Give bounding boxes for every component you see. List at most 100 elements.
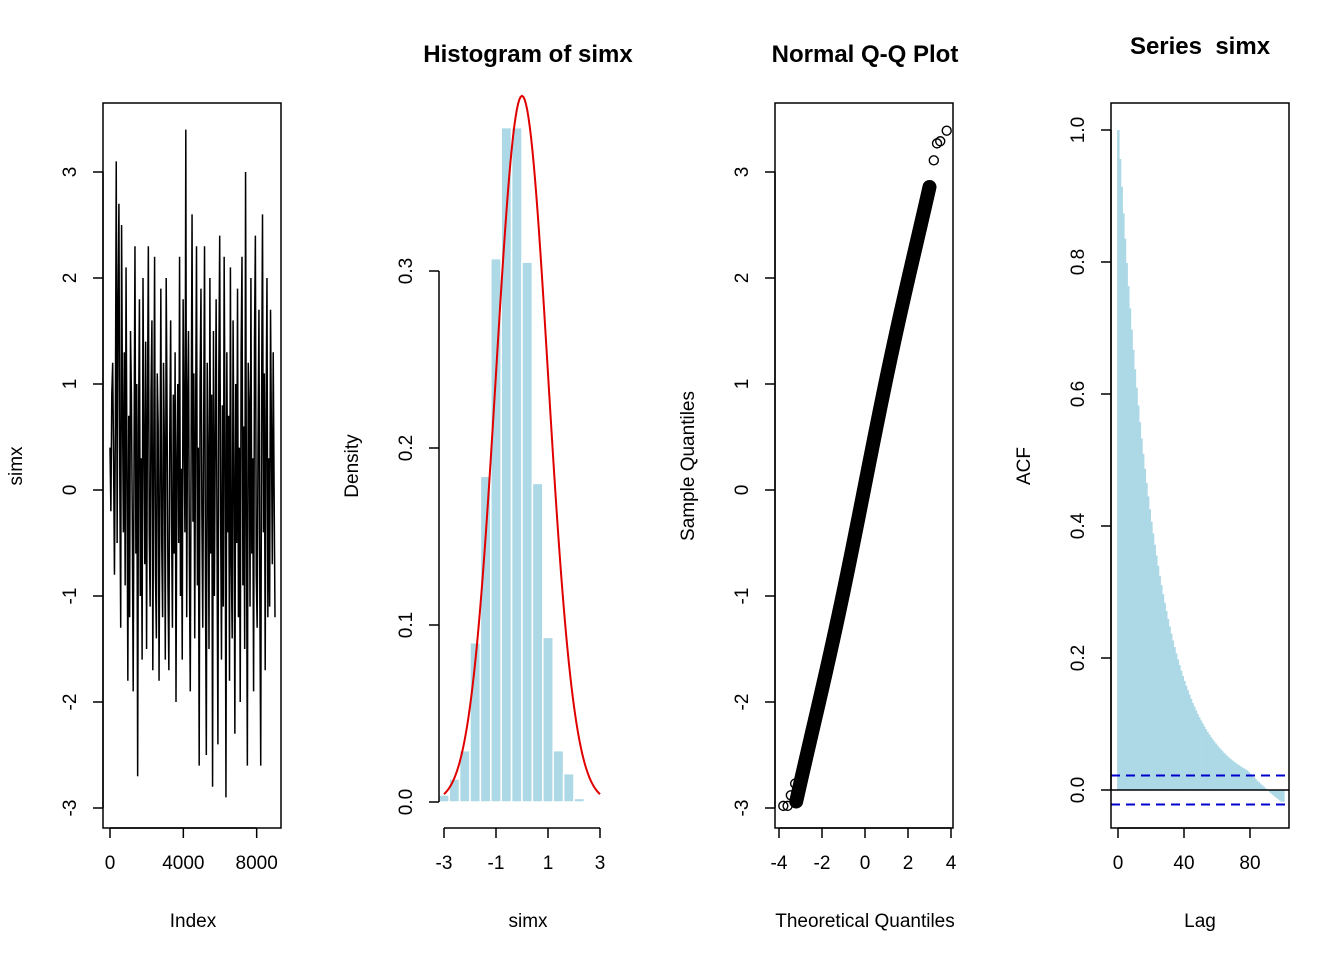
ts-y-tick-label: 0	[60, 485, 81, 496]
acf-bar	[1196, 713, 1199, 790]
acf-bar	[1169, 633, 1173, 790]
acf-xlabel: Lag	[1184, 911, 1216, 932]
acf-x-axis: 0 40 80	[1113, 827, 1261, 874]
acf-bar	[1189, 698, 1193, 790]
qq-x-tick-label: 4	[946, 853, 957, 874]
acf-bar	[1148, 509, 1151, 790]
qq-y-tick-label: -1	[732, 588, 753, 605]
acf-bar	[1130, 329, 1133, 790]
acf-bar	[1141, 453, 1145, 790]
acf-bar	[1240, 767, 1244, 790]
acf-bar	[1268, 790, 1272, 793]
qq-point	[931, 138, 943, 149]
acf-bar	[1272, 790, 1275, 796]
qq-point	[935, 136, 946, 147]
hist-x-axis: -3 -1 1 3	[436, 827, 605, 874]
ts-y-tick-label: -1	[60, 588, 81, 605]
acf-bar	[1118, 159, 1122, 791]
acf-title: Series simx	[1130, 33, 1271, 60]
acf-y-tick-label: 0.0	[1068, 777, 1089, 803]
qq-x-axis: -4 -2 0 2 4	[771, 827, 957, 874]
acf-y-tick-label: 0.8	[1068, 249, 1089, 275]
acf-x-tick-label: 40	[1173, 853, 1194, 874]
hist-title: Histogram of simx	[423, 41, 633, 68]
acf-y-tick-label: 0.2	[1068, 645, 1089, 671]
acf-bar	[1280, 790, 1283, 802]
acf-bar	[1160, 585, 1163, 790]
hist-bar	[510, 126, 523, 803]
qq-point	[925, 184, 936, 196]
acf-bar	[1201, 723, 1204, 790]
acf-bar	[1252, 777, 1255, 790]
acf-bar	[1209, 736, 1213, 790]
acf-bar	[1219, 749, 1222, 790]
ts-xlabel: Index	[170, 911, 217, 932]
acf-bar	[1184, 685, 1188, 790]
qq-y-tick-label: -2	[732, 694, 753, 711]
acf-bar	[1127, 286, 1130, 790]
hist-bar	[500, 126, 513, 803]
hist-bar	[542, 636, 554, 803]
acf-x-tick-label: 0	[1113, 853, 1124, 874]
acf-bar	[1135, 387, 1138, 790]
acf-bar	[1156, 565, 1160, 790]
ts-y-axis: -3 -2 -1 0 1 2 3	[60, 167, 104, 816]
hist-x-tick-label: -3	[436, 853, 453, 874]
acf-bar	[1224, 754, 1227, 790]
acf-bar	[1244, 769, 1247, 790]
panel-qq: Normal Q-Q Plot -4 -2 0 2 4 -3 -2 -1 0 1 2 3 Theor…	[678, 41, 958, 932]
acf-y-axis: 0.0 0.2 0.4 0.6 0.8 1.0	[1068, 117, 1112, 803]
qq-y-tick-label: 1	[732, 379, 753, 390]
acf-bar	[1140, 438, 1143, 790]
acf-bar	[1262, 786, 1265, 790]
acf-bar	[1211, 739, 1214, 790]
hist-y-tick-label: 0.3	[396, 258, 417, 284]
qq-x-tick-label: 0	[860, 853, 871, 874]
acf-bar	[1242, 768, 1246, 790]
acf-bar	[1163, 602, 1166, 790]
ts-ylabel: simx	[6, 446, 27, 486]
qq-x-tick-label: -2	[814, 853, 831, 874]
ts-x-axis: 0 4000 8000	[105, 827, 278, 874]
acf-bar	[1150, 521, 1153, 790]
hist-x-tick-label: -1	[488, 853, 505, 874]
acf-bar	[1234, 762, 1237, 790]
panel-time-series: 0 4000 8000 -3 -2 -1 0 1 2 3 Index simx	[6, 102, 282, 932]
qq-point	[782, 800, 793, 812]
ts-y-tick-label: 2	[60, 273, 81, 284]
acf-ylabel: ACF	[1014, 447, 1035, 485]
qq-y-axis: -3 -2 -1 0 1 2 3	[732, 167, 776, 816]
acf-bar	[1158, 575, 1161, 790]
acf-bar	[1194, 710, 1198, 790]
acf-bar	[1250, 775, 1254, 790]
acf-bar	[1204, 729, 1208, 790]
acf-bar	[1235, 764, 1239, 790]
acf-bar	[1237, 765, 1241, 790]
hist-bar	[490, 257, 502, 803]
hist-bar	[573, 797, 586, 803]
qq-points	[778, 125, 952, 812]
acf-y-tick-label: 0.4	[1068, 512, 1089, 539]
acf-bar	[1155, 555, 1158, 790]
acf-bars	[1117, 130, 1285, 802]
acf-bar	[1128, 308, 1132, 790]
acf-bar	[1255, 780, 1259, 790]
acf-bar	[1221, 751, 1224, 790]
acf-bar	[1143, 468, 1147, 790]
qq-x-tick-label: -4	[771, 853, 788, 874]
acf-bar	[1277, 790, 1280, 800]
acf-bar	[1270, 790, 1274, 794]
acf-bar	[1174, 653, 1178, 790]
acf-bar	[1245, 770, 1249, 790]
acf-bar	[1166, 618, 1170, 790]
hist-bar	[583, 801, 596, 804]
hist-bar	[552, 749, 565, 803]
acf-bar	[1206, 731, 1209, 790]
qq-point	[928, 155, 939, 166]
ts-x-tick-label: 0	[105, 853, 116, 874]
acf-bar	[1153, 544, 1156, 790]
qq-point	[778, 800, 789, 812]
hist-y-tick-label: 0.2	[396, 435, 417, 461]
qq-point	[789, 778, 801, 789]
